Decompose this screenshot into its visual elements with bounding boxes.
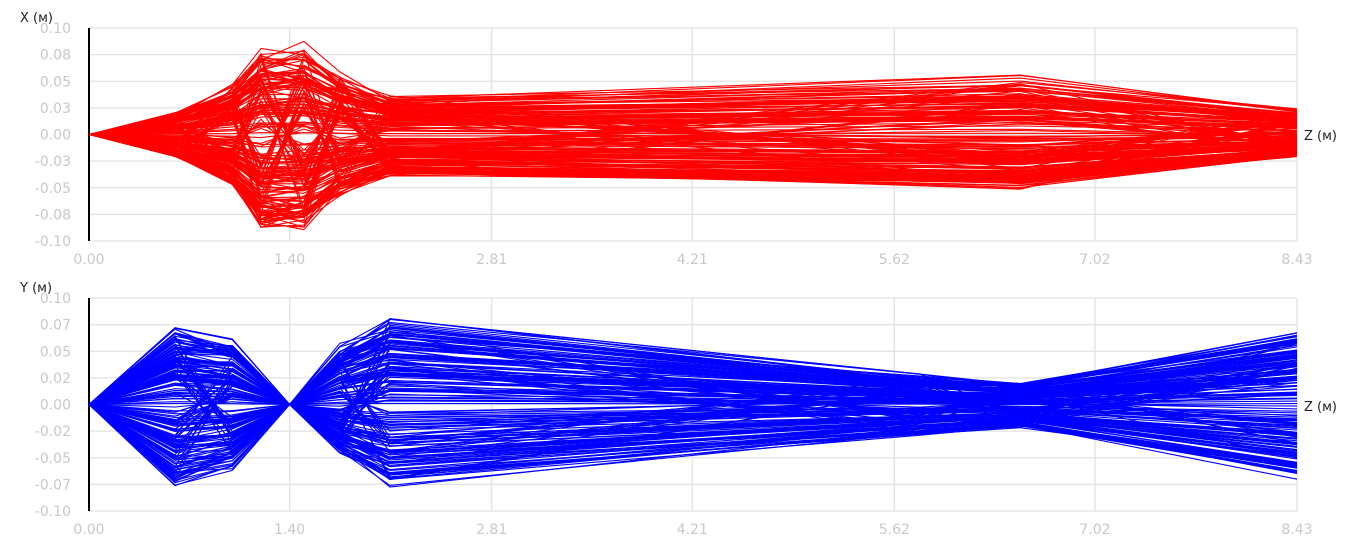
x-panel-ylabel: X (м) — [20, 11, 53, 26]
y-panel-lines — [88, 318, 1298, 488]
y-tick-label: -0.02 — [35, 424, 71, 440]
trajectory-line — [88, 133, 1298, 179]
trajectory-line — [88, 52, 1298, 154]
x-tick-label: 0.00 — [73, 522, 104, 538]
y-tick-label: 0.10 — [40, 21, 71, 37]
y-tick-label: 0.00 — [40, 398, 71, 414]
trajectory-line — [88, 57, 1298, 147]
trajectory-line — [88, 114, 1298, 136]
trajectory-line — [88, 353, 1298, 406]
x-tick-label: 2.81 — [476, 252, 507, 268]
trajectory-line — [88, 403, 1298, 460]
x-panel-xlabel: Z (м) — [1304, 129, 1337, 144]
y-tick-label: 0.03 — [40, 101, 71, 117]
trajectory-line — [88, 339, 1298, 420]
trajectory-line — [88, 56, 1298, 165]
y-tick-label: -0.10 — [35, 234, 71, 250]
y-tick-label: -0.03 — [35, 154, 71, 170]
y-panel-ticks: 0.00 1.40 2.81 4.21 5.62 7.02 8.43 0.10 0.07 0.05… — [35, 291, 1313, 538]
trajectory-line — [88, 87, 1298, 215]
trajectory-line — [88, 40, 1298, 136]
trajectory-line — [88, 89, 1298, 215]
y-tick-label: 0.02 — [40, 371, 71, 387]
x-panel: 0.00 1.40 2.81 4.21 5.62 7.02 8.43 0.10 0.08 0.05… — [20, 11, 1337, 268]
x-tick-label: 2.81 — [476, 522, 507, 538]
x-tick-label: 8.43 — [1281, 252, 1312, 268]
trajectory-line — [88, 348, 1298, 406]
trajectory-line — [88, 403, 1298, 446]
trajectory-line — [88, 133, 1298, 191]
y-tick-label: 0.05 — [40, 344, 71, 360]
x-tick-label: 1.40 — [274, 522, 305, 538]
y-tick-label: 0.00 — [40, 128, 71, 144]
x-tick-label: 7.02 — [1079, 522, 1110, 538]
trajectory-line — [88, 132, 1298, 139]
x-tick-label: 5.62 — [879, 252, 910, 268]
trajectory-line — [88, 397, 1298, 406]
trajectory-line — [88, 403, 1298, 474]
x-panel-ticks: 0.00 1.40 2.81 4.21 5.62 7.02 8.43 0.10 0.08 0.05… — [35, 21, 1313, 268]
trajectory-line — [88, 373, 1298, 406]
trajectory-line — [88, 403, 1298, 425]
x-tick-label: 1.40 — [274, 252, 305, 268]
trajectory-line — [88, 378, 1298, 478]
trajectory-line — [88, 390, 1298, 459]
x-tick-label: 4.21 — [677, 522, 708, 538]
x-tick-label: 0.00 — [73, 252, 104, 268]
x-tick-label: 5.62 — [879, 522, 910, 538]
trajectory-line — [88, 76, 1298, 164]
trajectory-line — [88, 321, 1298, 406]
trajectory-line — [88, 333, 1298, 444]
x-tick-label: 7.02 — [1079, 252, 1110, 268]
y-tick-label: 0.05 — [40, 74, 71, 90]
x-tick-label: 8.43 — [1281, 522, 1312, 538]
y-tick-label: -0.05 — [35, 451, 71, 467]
trajectory-line — [88, 101, 1298, 136]
trajectory-line — [88, 364, 1298, 478]
y-tick-label: -0.08 — [35, 207, 71, 223]
trajectory-line — [88, 396, 1298, 423]
x-panel-lines — [88, 40, 1298, 231]
trajectory-line — [88, 83, 1298, 154]
y-panel-ylabel: Y (м) — [19, 281, 52, 296]
trajectory-line — [88, 78, 1298, 145]
y-tick-label: 0.08 — [40, 48, 71, 64]
y-tick-label: 0.07 — [40, 318, 71, 334]
trajectory-line — [88, 123, 1298, 209]
trajectory-line — [88, 100, 1298, 136]
y-tick-label: -0.10 — [35, 504, 71, 520]
y-tick-label: -0.05 — [35, 181, 71, 197]
trajectory-line — [88, 104, 1298, 158]
y-tick-label: 0.10 — [40, 291, 71, 307]
trajectory-line — [88, 112, 1298, 136]
trajectory-line — [88, 70, 1298, 160]
y-tick-label: -0.07 — [35, 477, 71, 493]
trajectory-line — [88, 324, 1298, 432]
trajectory-line — [88, 377, 1298, 452]
trajectory-line — [88, 367, 1298, 479]
trajectory-line — [88, 403, 1298, 421]
y-panel: 0.00 1.40 2.81 4.21 5.62 7.02 8.43 0.10 0.07 0.05… — [19, 281, 1337, 538]
trajectory-line — [88, 387, 1298, 406]
trajectory-line — [88, 77, 1298, 136]
y-panel-xlabel: Z (м) — [1304, 400, 1337, 415]
trajectory-line — [88, 103, 1298, 217]
trajectory-line — [88, 341, 1298, 406]
x-tick-label: 4.21 — [677, 252, 708, 268]
